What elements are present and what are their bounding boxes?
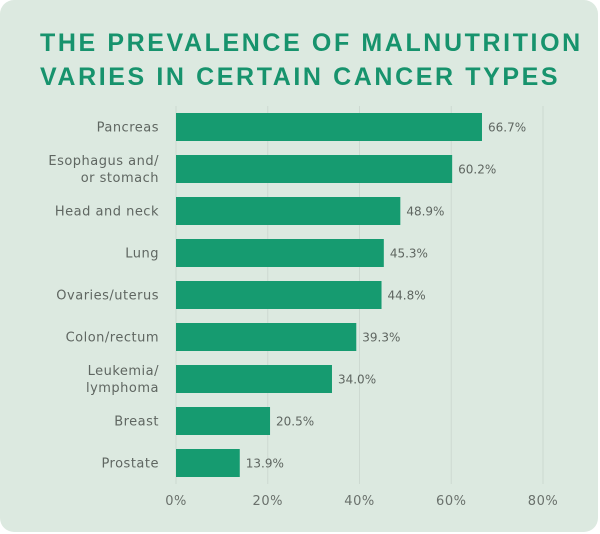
category-label: Ovaries/uterus <box>56 289 159 304</box>
category-label: lymphoma <box>86 381 159 396</box>
bar <box>176 281 382 309</box>
bar <box>176 407 271 435</box>
value-label: 44.8% <box>388 289 426 303</box>
bar <box>176 113 482 141</box>
value-label: 60.2% <box>458 163 496 177</box>
category-label: Pancreas <box>97 121 159 136</box>
value-label: 20.5% <box>276 415 314 429</box>
bar <box>176 197 401 225</box>
bar <box>176 323 357 351</box>
x-tick-label: 40% <box>344 494 374 509</box>
bar <box>176 365 332 393</box>
value-label: 48.9% <box>406 205 444 219</box>
value-label: 13.9% <box>246 457 284 471</box>
category-label: Colon/rectum <box>66 331 159 346</box>
category-label: Leukemia/ <box>88 364 160 379</box>
category-label: Breast <box>114 415 159 430</box>
category-label: Head and neck <box>55 205 159 220</box>
bar <box>176 155 453 183</box>
x-tick-label: 60% <box>436 494 466 509</box>
category-label: Esophagus and/ <box>48 154 159 169</box>
x-tick-label: 0% <box>165 494 187 509</box>
category-label: Prostate <box>101 457 159 472</box>
bar <box>176 239 384 267</box>
category-label: or stomach <box>81 171 159 186</box>
value-label: 66.7% <box>488 121 526 135</box>
bar <box>176 449 240 477</box>
value-label: 39.3% <box>362 331 400 345</box>
value-label: 34.0% <box>338 373 376 387</box>
chart-title: THE PREVALENCE OF MALNUTRITION VARIES IN… <box>40 29 583 91</box>
category-label: Lung <box>125 247 159 262</box>
x-tick-label: 20% <box>253 494 283 509</box>
value-label: 45.3% <box>390 247 428 261</box>
x-tick-label: 80% <box>528 494 558 509</box>
